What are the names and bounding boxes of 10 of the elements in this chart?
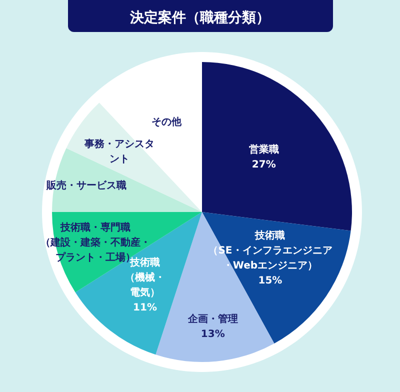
slice-label: その他 [152, 116, 183, 128]
slice-label: 企画・管理 [186, 312, 238, 325]
slice-label: 営業職 [248, 143, 279, 156]
chart-title: 決定案件（職種分類） [129, 9, 270, 26]
data-label: 15% [258, 275, 282, 286]
slice-label: 事務・アシスタント [83, 138, 154, 166]
data-label: 27% [252, 159, 276, 170]
data-label: 11% [133, 302, 157, 314]
slice-label: 販売・サービス職 [45, 180, 126, 192]
data-label: 13% [200, 328, 225, 340]
